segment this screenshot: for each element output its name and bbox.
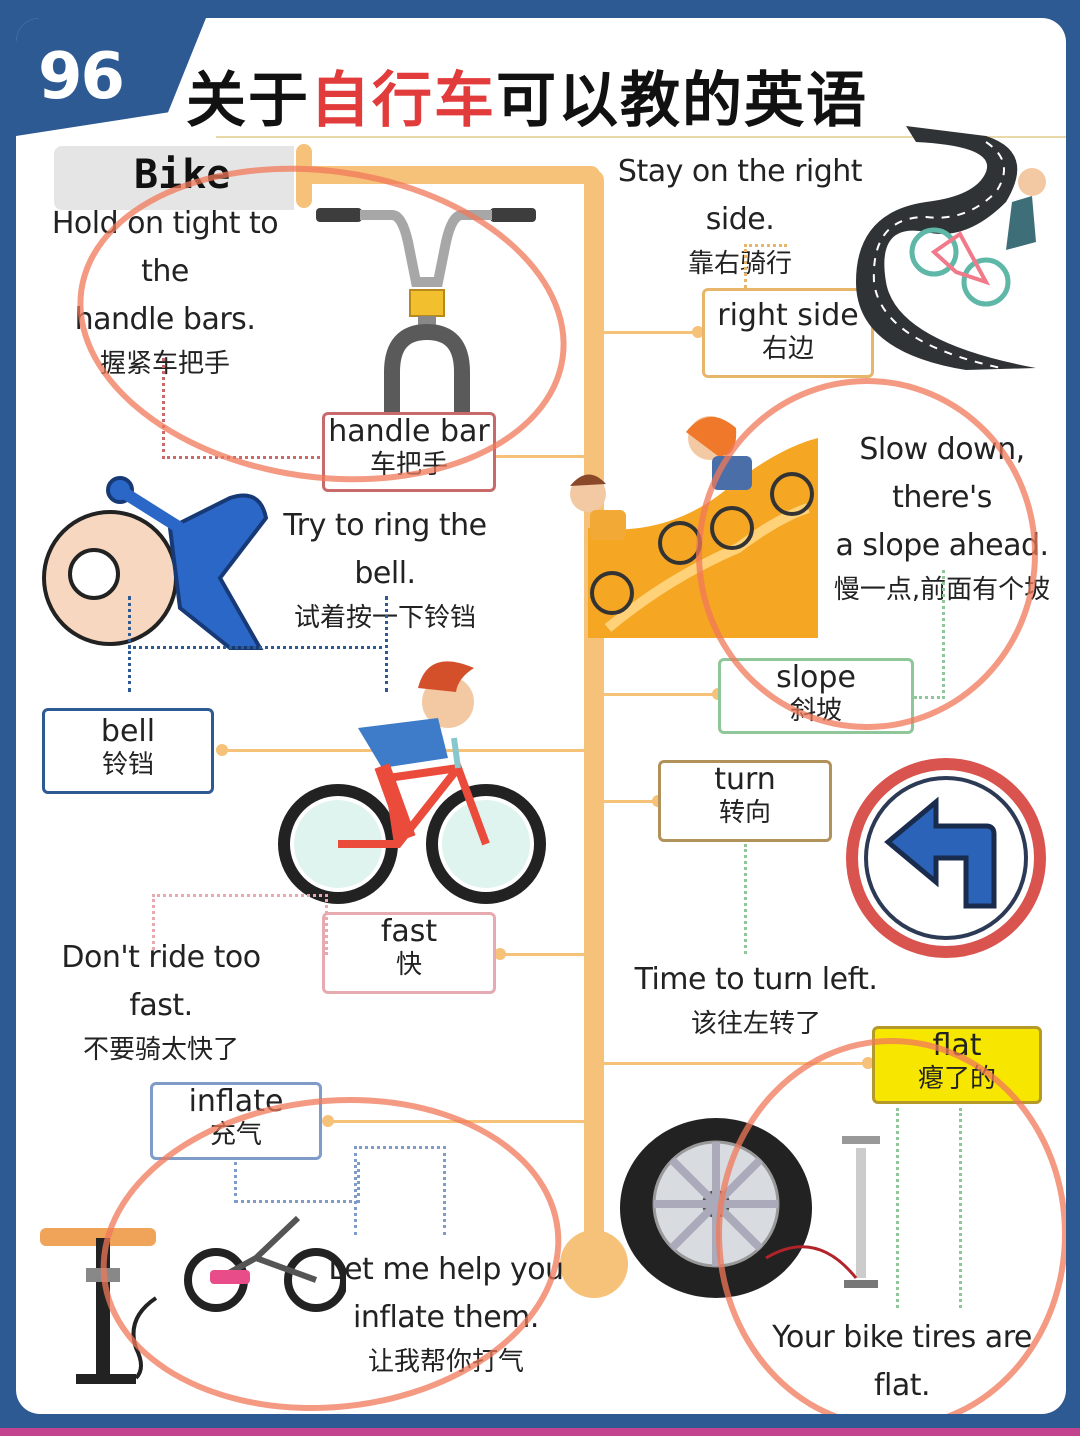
- handlebar-icon: [316, 208, 536, 418]
- vocab-slope: slope 斜坡: [718, 658, 914, 734]
- branch-dot: [862, 1057, 874, 1069]
- vocab-zh: 瘪了的: [917, 1064, 996, 1094]
- sentence-fast: Don't ride too fast. 不要骑太快了: [26, 934, 296, 1070]
- road-cyclist-icon: [856, 126, 1046, 370]
- sentence-zh: 不要骑太快了: [82, 1035, 239, 1065]
- connector-inflate-right: [354, 1146, 446, 1235]
- trunk-end: [560, 1230, 628, 1298]
- vocab-zh: 铃铛: [101, 750, 154, 780]
- vocab-turn: turn 转向: [658, 760, 832, 842]
- branch-dot: [322, 1115, 334, 1127]
- connector-bell-sides: [128, 596, 388, 692]
- connector-slope: [914, 570, 945, 699]
- kids-on-slope-icon: [570, 416, 818, 638]
- sentence-zh: 慢一点,前面有个坡: [833, 575, 1051, 605]
- branch-slope: [602, 693, 722, 696]
- sentence-en: a slope ahead.: [835, 528, 1049, 563]
- cyclist-icon: [278, 661, 546, 904]
- bottom-strip: [0, 1428, 1080, 1436]
- sentence-zh: 靠右骑行: [687, 249, 792, 279]
- vocab-right-side: right side 右边: [702, 288, 874, 378]
- vocab-inflate: inflate 充气: [150, 1082, 322, 1160]
- sentence-turn: Time to turn left. 该往左转了: [616, 956, 896, 1044]
- vocab-fast: fast 快: [322, 912, 496, 994]
- vocab-en: handle bar: [328, 414, 490, 449]
- branch-handle-bar: [496, 455, 586, 458]
- vocab-en: turn: [714, 762, 776, 797]
- trunk-topcap: [296, 144, 312, 208]
- sentence-bell: Try to ring the bell. 试着按一下铃铛: [250, 502, 520, 638]
- vocab-zh: 车把手: [369, 450, 448, 480]
- branch-flat: [602, 1062, 872, 1065]
- connector-flat: [896, 1108, 962, 1308]
- sentence-zh: 该往左转了: [690, 1009, 821, 1039]
- sentence-en: Don't ride too fast.: [61, 940, 261, 1023]
- kids-bike-pump-icon: [40, 1215, 346, 1384]
- sentence-en: Slow down, there's: [859, 432, 1025, 515]
- sentence-en: Time to turn left.: [634, 962, 878, 997]
- sentence-zh: 试着按一下铃铛: [293, 603, 476, 633]
- sentence-right-side: Stay on the right side. 靠右骑行: [590, 148, 890, 284]
- vocab-en: inflate: [188, 1084, 284, 1119]
- flat-tire-pump-icon: [620, 1118, 880, 1298]
- branch-turn: [602, 800, 662, 803]
- vocab-zh: 斜坡: [789, 696, 842, 726]
- sentence-handle-bars: Hold on tight to the handle bars. 握紧车把手: [30, 200, 300, 384]
- branch-right-side: [602, 331, 702, 334]
- poster-card: 96 关于自行车可以教的英语 Bike Hold on tight to the…: [16, 18, 1066, 1414]
- sentence-en: Let me help you: [328, 1252, 564, 1287]
- connector-handle-bar: [162, 358, 325, 459]
- title-part1: 关于: [186, 66, 310, 136]
- connector-inflate-left: [234, 1162, 360, 1203]
- vocab-bell: bell 铃铛: [42, 708, 214, 794]
- vocab-en: flat: [932, 1028, 982, 1063]
- vocab-zh: 充气: [209, 1120, 262, 1150]
- trunk-topbar: [300, 166, 600, 184]
- title-highlight: 自行车: [310, 66, 496, 136]
- branch-fast: [496, 953, 586, 956]
- vocab-en: right side: [717, 298, 859, 333]
- connector-right-side: [744, 244, 787, 293]
- vocab-en: fast: [380, 914, 438, 949]
- sentence-en: handle bars.: [74, 302, 256, 337]
- vocab-en: slope: [776, 660, 856, 695]
- sentence-inflate: Let me help you inflate them. 让我帮你打气: [326, 1246, 566, 1382]
- bike-tab-label: Bike: [134, 152, 231, 198]
- sentence-en: Stay on the right side.: [617, 154, 863, 237]
- turn-left-sign-icon: [846, 758, 1046, 958]
- sentence-flat: Your bike tires are flat. 自行车胎瘪了: [744, 1314, 1060, 1414]
- vocab-handle-bar: handle bar 车把手: [322, 412, 496, 492]
- branch-dot: [494, 948, 506, 960]
- sentence-en: Your bike tires are flat.: [772, 1320, 1032, 1403]
- bike-tab: Bike: [54, 146, 294, 210]
- title-part2: 可以教的英语: [496, 66, 868, 136]
- vocab-zh: 快: [395, 950, 422, 980]
- vocab-zh: 右边: [761, 334, 814, 364]
- sentence-slope: Slow down, there's a slope ahead. 慢一点,前面…: [812, 426, 1066, 610]
- vocab-zh: 转向: [718, 798, 771, 828]
- sentence-en: inflate them.: [353, 1300, 539, 1335]
- connector-fast: [152, 894, 328, 955]
- connector-bell-top: [128, 646, 382, 652]
- branch-inflate: [326, 1120, 586, 1123]
- trunk-line: [584, 170, 604, 1270]
- vocab-en: bell: [100, 714, 156, 749]
- sentence-en: Try to ring the bell.: [283, 508, 487, 591]
- bell-icon: [42, 476, 269, 650]
- lesson-number: 96: [38, 40, 125, 114]
- branch-dot: [216, 744, 228, 756]
- sentence-en: Hold on tight to the: [51, 206, 279, 289]
- title-divider: [216, 136, 1066, 138]
- branch-dot: [692, 326, 704, 338]
- connector-turn: [744, 844, 750, 954]
- page-title: 关于自行车可以教的英语: [186, 52, 868, 139]
- sentence-zh: 自行车胎瘪了: [744, 1410, 1060, 1414]
- vocab-flat: flat 瘪了的: [872, 1026, 1042, 1104]
- sentence-zh: 让我帮你打气: [367, 1347, 524, 1377]
